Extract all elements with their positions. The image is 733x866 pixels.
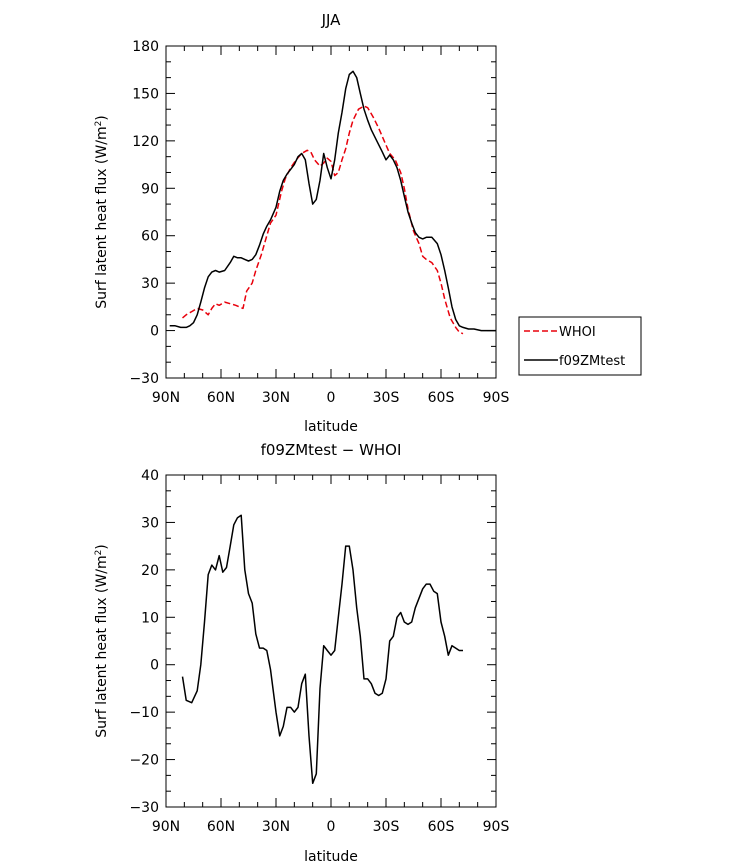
- top-x-tick-label: 30N: [262, 390, 290, 406]
- top-chart-title: JJA: [321, 11, 342, 29]
- bottom-x-tick-label: 90N: [152, 819, 180, 835]
- bottom-y-tick-label: −10: [129, 705, 159, 721]
- top-y-tick-label: 60: [141, 229, 159, 245]
- bottom-plot-frame: [165, 474, 497, 808]
- bottom-x-tick-label: 30N: [262, 819, 290, 835]
- bottom-plot-area: −30 −20 −10 0 10 20 30 40 90N 60N 30N 0 30S 60S 90S: [129, 468, 509, 835]
- bottom-y-axis-label-sup: 2: [94, 550, 104, 556]
- legend: WHOI f09ZMtest: [518, 316, 642, 376]
- bottom-x-axis-label: latitude: [304, 849, 358, 865]
- bottom-x-tick-label: 30S: [373, 819, 400, 835]
- top-x-tick-label: 60S: [428, 390, 455, 406]
- top-plot-area: −30 0 30 60 90 120 150 180 90N 60N 30N 0 30S 60S 90S: [129, 39, 509, 406]
- bottom-x-tick-label: 60S: [428, 819, 455, 835]
- top-y-tick-label: 90: [141, 181, 159, 197]
- top-y-axis-label-main: Surf latent heat flux (W/m: [94, 126, 110, 308]
- bottom-x-tick-label: 90S: [483, 819, 510, 835]
- bottom-x-tick-label: 0: [327, 819, 336, 835]
- top-x-tick-label: 90S: [483, 390, 510, 406]
- top-x-axis-label: latitude: [304, 419, 358, 435]
- top-x-tick-label: 0: [327, 390, 336, 406]
- legend-label-whoi: WHOI: [559, 325, 596, 340]
- bottom-y-tick-label: 10: [141, 610, 159, 626]
- top-y-tick-label: −30: [129, 371, 159, 387]
- legend-label-f09zmtest: f09ZMtest: [559, 354, 625, 369]
- bottom-series-line-difference: [181, 514, 463, 785]
- top-y-axis-label-end: ): [94, 115, 110, 120]
- top-y-tick-label: 150: [132, 86, 159, 102]
- top-x-tick-label: 60N: [207, 390, 235, 406]
- top-y-axis-label: Surf latent heat flux (W/m2): [94, 115, 110, 309]
- top-x-tick-label: 90N: [152, 390, 180, 406]
- top-plot-frame: [165, 45, 497, 379]
- top-series-line-whoi: [182, 105, 464, 335]
- top-y-tick-label: 180: [132, 39, 159, 55]
- bottom-chart-title: f09ZMtest − WHOI: [261, 441, 402, 459]
- top-x-tick-label: 30S: [373, 390, 400, 406]
- legend-box: [518, 316, 642, 376]
- top-y-tick-label: 120: [132, 134, 159, 150]
- top-series-line-f09zmtest: [169, 70, 496, 332]
- bottom-x-tick-label: 60N: [207, 819, 235, 835]
- bottom-y-axis-label: Surf latent heat flux (W/m2): [94, 544, 110, 738]
- bottom-y-tick-label: −20: [129, 753, 159, 769]
- bottom-y-tick-label: 30: [141, 515, 159, 531]
- top-panel: JJA −30 0 30 60 90 120 150 180 90N 60N 30N 0 30S 60S 9…: [94, 11, 642, 435]
- top-y-tick-label: 0: [150, 324, 159, 340]
- bottom-y-tick-label: −30: [129, 800, 159, 816]
- bottom-y-axis-label-main: Surf latent heat flux (W/m: [94, 555, 110, 737]
- bottom-y-axis-label-end: ): [94, 544, 110, 549]
- bottom-y-tick-label: 0: [150, 658, 159, 674]
- top-y-tick-label: 30: [141, 276, 159, 292]
- bottom-y-tick-label: 20: [141, 563, 159, 579]
- bottom-y-tick-label: 40: [141, 468, 159, 484]
- top-y-axis-label-sup: 2: [94, 121, 104, 127]
